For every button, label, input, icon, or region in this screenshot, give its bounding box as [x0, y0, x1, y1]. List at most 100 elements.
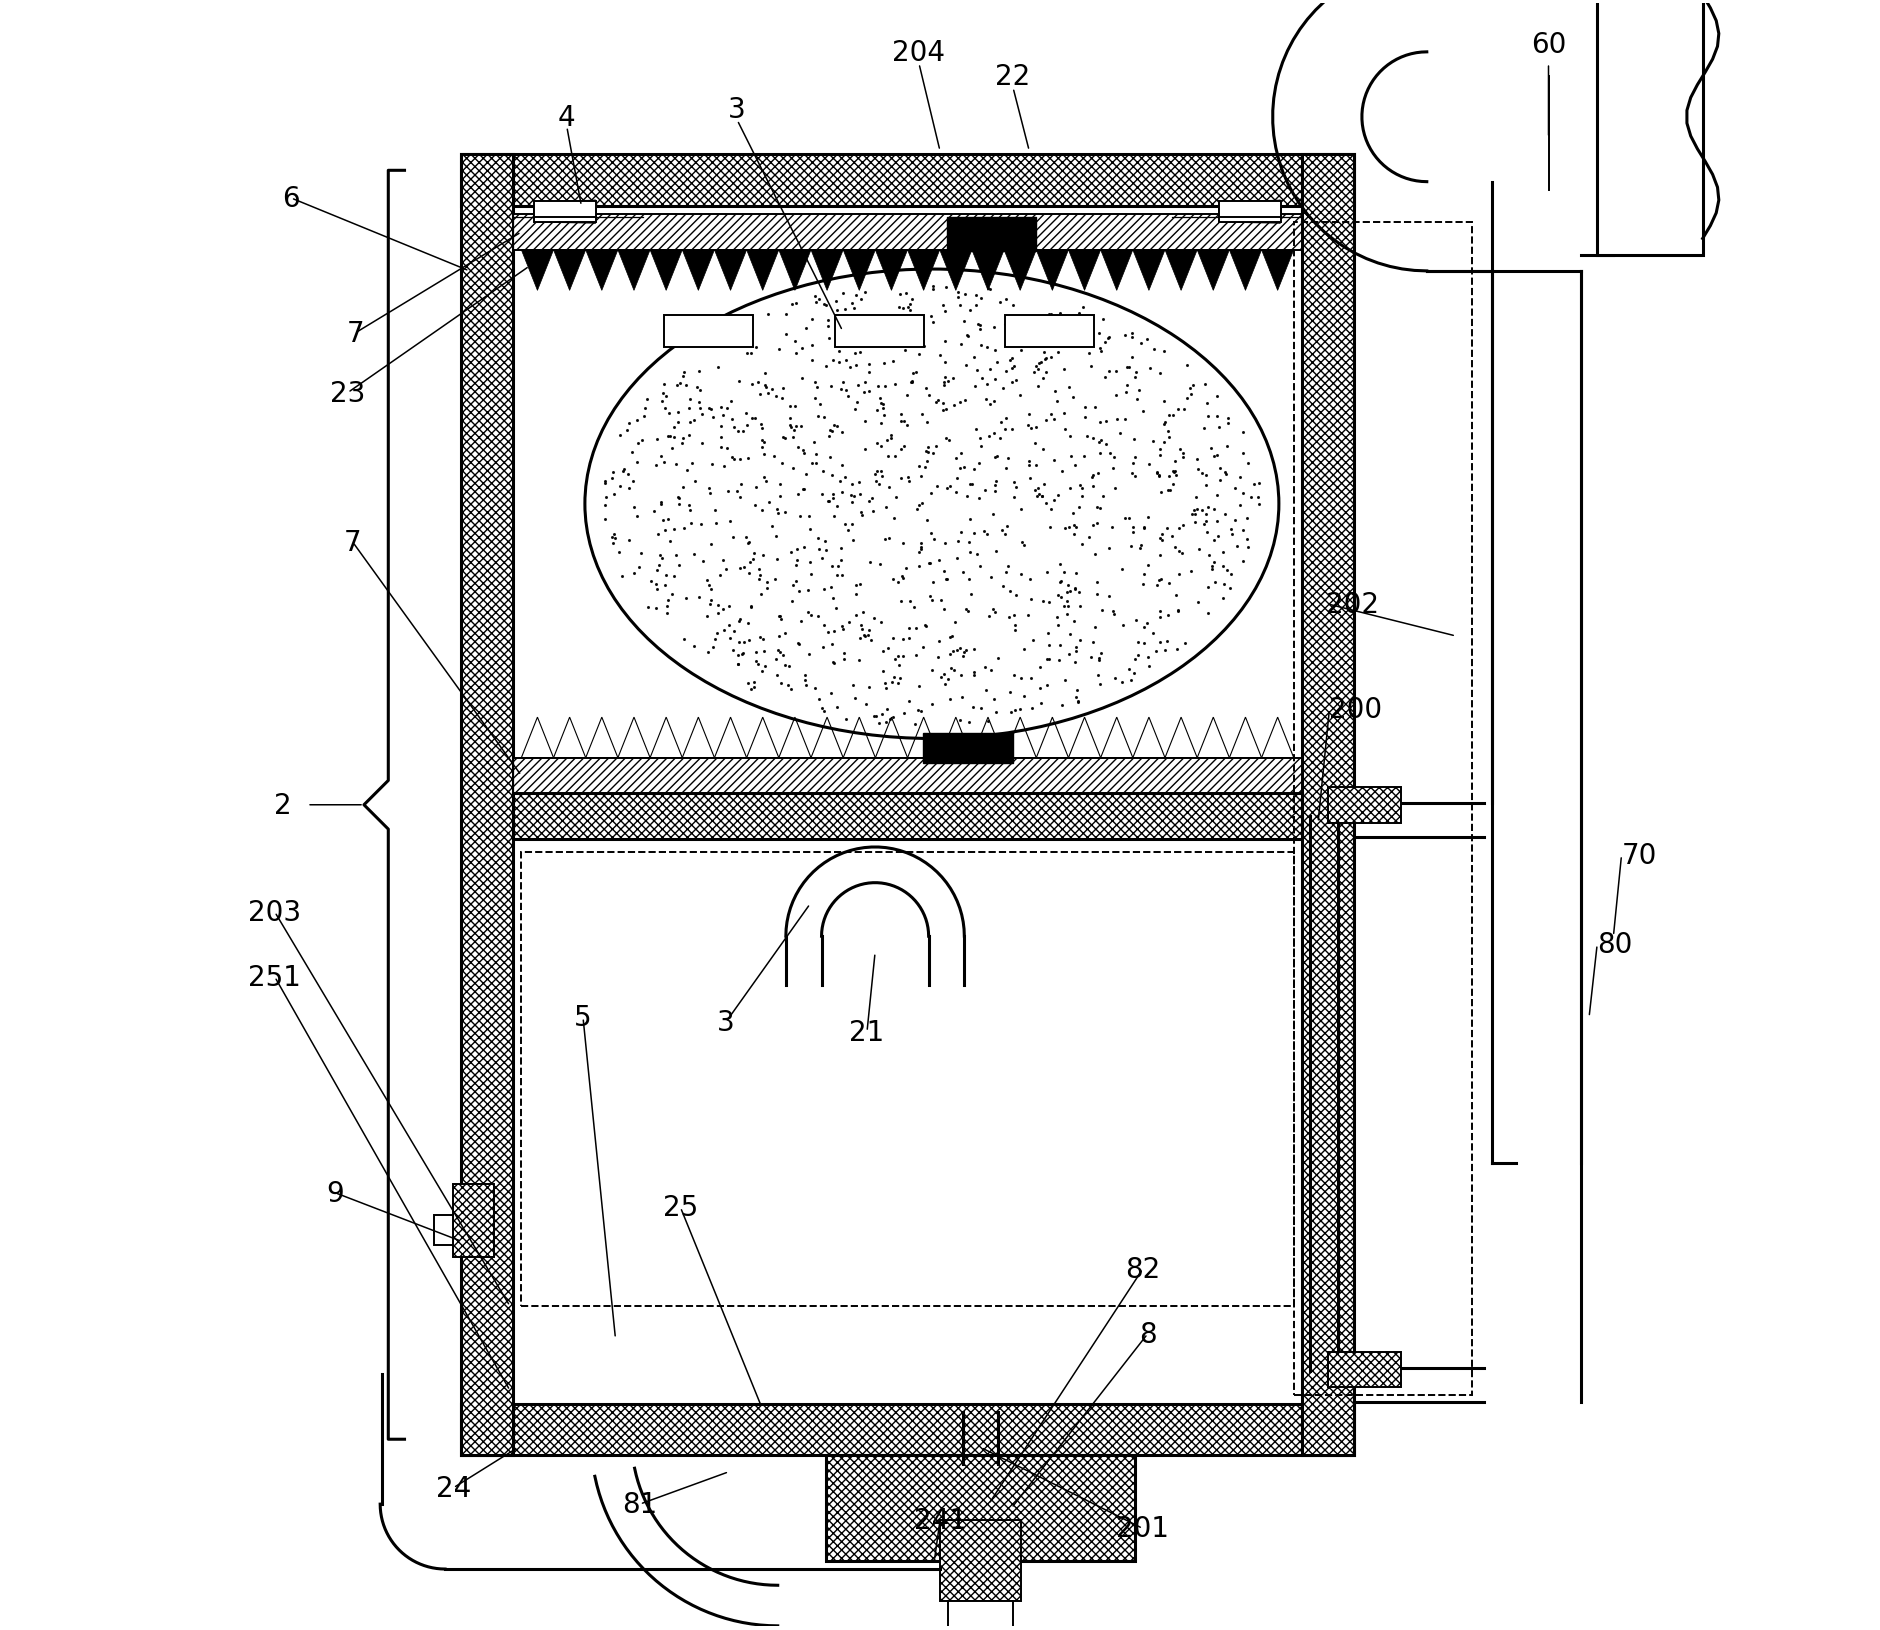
Point	[978, 502, 1008, 528]
Point	[946, 662, 976, 688]
Point	[1171, 352, 1201, 378]
Point	[1083, 582, 1113, 608]
Point	[703, 601, 733, 628]
Point	[746, 427, 776, 453]
Point	[692, 605, 722, 631]
Point	[767, 386, 797, 412]
Point	[761, 663, 791, 689]
Point	[605, 474, 635, 500]
Point	[870, 373, 901, 399]
Point	[904, 553, 934, 579]
Point	[981, 350, 1011, 377]
Point	[643, 557, 673, 584]
Point	[869, 350, 899, 377]
Point	[816, 419, 846, 445]
Point	[946, 293, 976, 319]
Point	[961, 293, 991, 319]
Point	[946, 707, 976, 734]
Point	[1075, 644, 1105, 670]
Point	[833, 518, 863, 544]
Point	[622, 430, 652, 456]
Point	[831, 706, 861, 732]
Point	[944, 528, 974, 554]
Polygon shape	[1198, 251, 1230, 292]
Point	[861, 458, 891, 484]
Point	[1126, 536, 1156, 562]
Point	[981, 699, 1011, 725]
Point	[782, 553, 812, 579]
Point	[1152, 515, 1183, 541]
Point	[991, 359, 1021, 385]
Point	[887, 644, 917, 670]
Polygon shape	[650, 251, 682, 292]
Bar	[513, 758, 1301, 794]
Point	[767, 452, 797, 478]
Polygon shape	[844, 251, 876, 292]
Point	[876, 425, 906, 452]
Point	[861, 430, 891, 456]
Bar	[1327, 787, 1401, 823]
Point	[893, 626, 923, 652]
Point	[662, 452, 692, 478]
Point	[964, 450, 995, 476]
Point	[699, 497, 729, 523]
Point	[1228, 421, 1258, 447]
Point	[1209, 585, 1239, 611]
Point	[650, 396, 681, 422]
Point	[816, 417, 846, 443]
Point	[739, 675, 769, 701]
Point	[1149, 339, 1179, 365]
Point	[716, 390, 746, 416]
Bar	[534, 202, 596, 218]
Point	[1013, 450, 1043, 476]
Point	[917, 440, 948, 466]
Point	[901, 711, 931, 737]
Polygon shape	[972, 251, 1004, 292]
Text: 7: 7	[344, 528, 361, 556]
Point	[1136, 355, 1166, 381]
Point	[889, 409, 919, 435]
Point	[726, 556, 756, 582]
Point	[677, 452, 707, 478]
Text: 204: 204	[893, 39, 946, 67]
Point	[966, 696, 996, 722]
Point	[1043, 582, 1073, 608]
Point	[714, 593, 744, 619]
Point	[1132, 611, 1162, 637]
Point	[684, 359, 714, 385]
Point	[1004, 696, 1034, 722]
Point	[697, 452, 728, 478]
Point	[729, 629, 760, 655]
Point	[656, 424, 686, 450]
Point	[861, 703, 891, 729]
Point	[701, 621, 731, 647]
Point	[949, 639, 979, 665]
Point	[814, 489, 844, 515]
Bar	[461, 155, 513, 1456]
Point	[1190, 372, 1220, 398]
Point	[728, 419, 758, 445]
Point	[697, 404, 728, 430]
Point	[673, 492, 703, 518]
Point	[1216, 517, 1246, 543]
Point	[959, 662, 989, 688]
Point	[805, 287, 835, 313]
Point	[1194, 496, 1224, 522]
Point	[917, 310, 948, 336]
Point	[1226, 465, 1256, 491]
Point	[927, 293, 957, 319]
Point	[1051, 588, 1081, 615]
Point	[731, 525, 761, 551]
Point	[885, 409, 916, 435]
Text: 203: 203	[248, 898, 301, 926]
Point	[1130, 515, 1160, 541]
Point	[1158, 460, 1188, 486]
Point	[959, 522, 989, 548]
Point	[748, 442, 778, 468]
Point	[763, 623, 793, 649]
Point	[885, 667, 916, 693]
Bar	[461, 155, 1354, 207]
Point	[1058, 512, 1089, 538]
Point	[696, 592, 726, 618]
Point	[970, 654, 1000, 680]
